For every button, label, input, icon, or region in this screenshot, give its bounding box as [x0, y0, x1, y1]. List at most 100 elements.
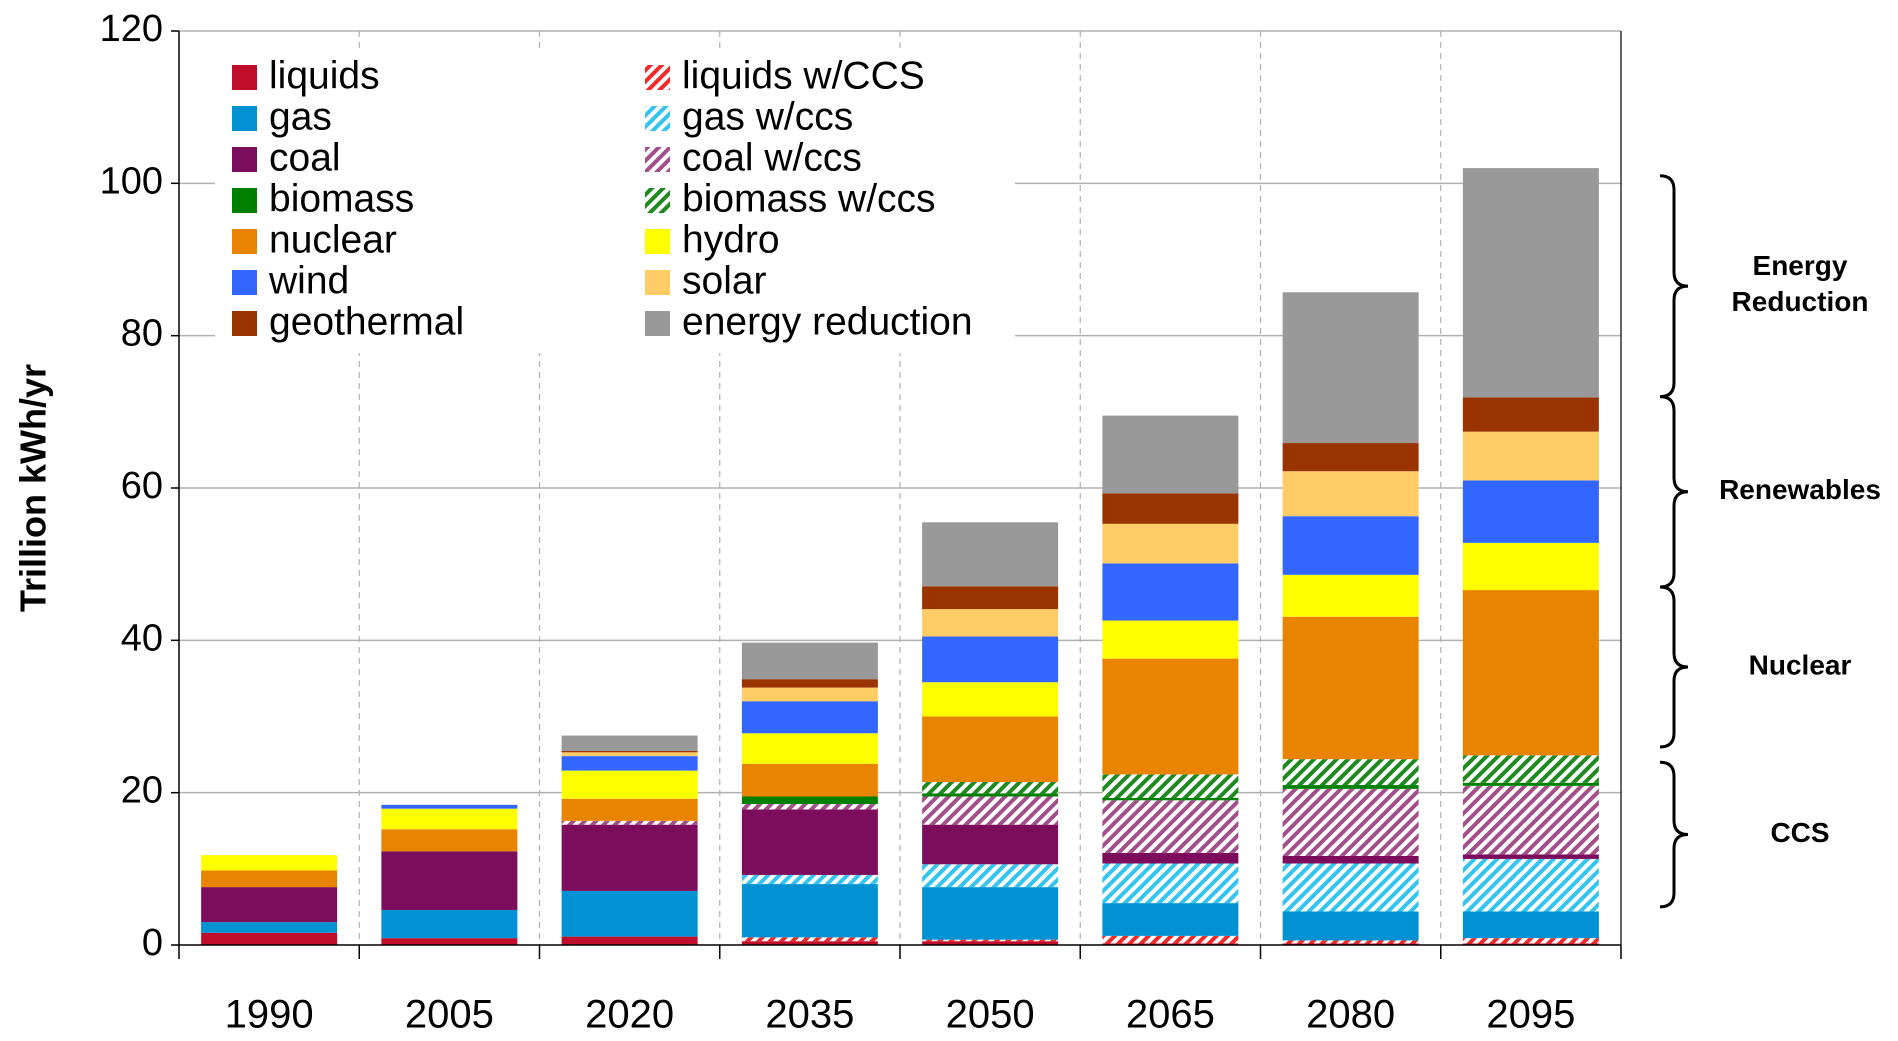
bar-segment [1462, 938, 1599, 944]
bar-segment [922, 864, 1059, 888]
bar-segment [201, 932, 338, 945]
bar-segment [1282, 516, 1419, 575]
legend-swatch [645, 270, 670, 295]
bar-segment [1102, 852, 1239, 864]
bar-segment [561, 735, 698, 751]
legend-label: liquids [269, 54, 380, 97]
bar-segment [1282, 943, 1419, 945]
bar-segment [741, 809, 878, 875]
bar-segment [201, 922, 338, 933]
bar-segment [922, 796, 1059, 825]
legend-swatch [232, 65, 257, 90]
brace [1659, 395, 1689, 589]
bar-segment [741, 642, 878, 680]
y-axis-label: Trillion kWh/yr [13, 364, 54, 612]
legend-label: biomass w/ccs [682, 177, 936, 220]
bar-segment [1462, 542, 1599, 591]
bar-segment [1102, 903, 1239, 936]
legend-swatch [645, 65, 670, 90]
bar-segment [1282, 855, 1419, 864]
bar-segment [1102, 415, 1239, 494]
bar-segment [922, 793, 1059, 797]
y-tick-label: 20 [121, 770, 163, 812]
bar-segment [922, 682, 1059, 717]
brace-label: CCS [1770, 817, 1829, 848]
bar-segment [1462, 785, 1599, 855]
bar-segment [922, 824, 1059, 865]
bar-segment [922, 782, 1059, 794]
bar-segment [561, 890, 698, 937]
bar-segment [381, 909, 518, 939]
bar-segment [922, 939, 1059, 942]
bar-segment [1462, 590, 1599, 756]
bar-segment [922, 609, 1059, 637]
legend-label: geothermal [269, 300, 464, 343]
bar-segment [561, 750, 698, 753]
legend-label: nuclear [269, 218, 397, 261]
bar-segment [741, 884, 878, 938]
brace-label: Nuclear [1749, 649, 1852, 680]
legend-swatch [645, 229, 670, 254]
bar-segment [1282, 911, 1419, 941]
bar-segment [922, 636, 1059, 683]
bar-segment [922, 887, 1059, 940]
bar-segment [381, 829, 518, 852]
x-tick-label: 2035 [765, 993, 854, 1037]
legend-swatch [232, 270, 257, 295]
x-tick-label: 2095 [1486, 993, 1575, 1037]
bar-segment [1462, 911, 1599, 939]
bar-segment [561, 752, 698, 757]
bar-segment [741, 733, 878, 764]
bar-segment [1102, 943, 1239, 945]
bar-segment [201, 887, 338, 923]
bar-segment [1282, 443, 1419, 472]
bar-segment [1462, 168, 1599, 398]
bar-segment [1282, 785, 1419, 789]
bar-segment [741, 937, 878, 942]
bar-segment [741, 679, 878, 688]
legend-swatch [232, 188, 257, 213]
legend-swatch [645, 106, 670, 131]
bar-segment [561, 770, 698, 799]
legend-label: energy reduction [682, 300, 973, 343]
bar-segment [922, 941, 1059, 945]
y-tick-label: 80 [121, 313, 163, 355]
bar-segment [1102, 935, 1239, 944]
y-tick-label: 0 [142, 922, 163, 964]
bar-segment [922, 716, 1059, 783]
bar-segment [1102, 563, 1239, 621]
bar-segment [1282, 788, 1419, 856]
bar-segment [561, 824, 698, 891]
y-tick-label: 100 [100, 160, 163, 202]
bar-segment [1282, 759, 1419, 786]
bar-segment [1282, 574, 1419, 617]
bar-segment [561, 936, 698, 945]
bar-segment [1102, 797, 1239, 801]
bar-segment [922, 522, 1059, 587]
legend-swatch [232, 311, 257, 336]
legend-swatch [645, 147, 670, 172]
bar-segment [1102, 493, 1239, 524]
bar-segment [1462, 858, 1599, 912]
brace [1659, 760, 1689, 909]
legend-swatch [645, 188, 670, 213]
bar-segment [1102, 620, 1239, 659]
legend-label: wind [268, 259, 349, 302]
brace [1659, 585, 1689, 749]
bar-segment [381, 804, 518, 809]
bar-segment [1102, 658, 1239, 775]
bar-segment [1102, 523, 1239, 564]
x-tick-label: 2050 [946, 993, 1035, 1037]
brace-label: Energy Reduction [1732, 251, 1869, 318]
bar-segment [1462, 782, 1599, 786]
bar-segment [741, 941, 878, 945]
bar-segment [1462, 480, 1599, 543]
legend-label: hydro [682, 218, 780, 261]
bar-segment [1282, 292, 1419, 444]
y-tick-label: 40 [121, 617, 163, 659]
brace-label: Renewables [1719, 474, 1881, 505]
bar-segment [922, 586, 1059, 610]
bar-segment [1282, 616, 1419, 760]
x-tick-label: 2065 [1126, 993, 1215, 1037]
bar-segment [381, 938, 518, 945]
